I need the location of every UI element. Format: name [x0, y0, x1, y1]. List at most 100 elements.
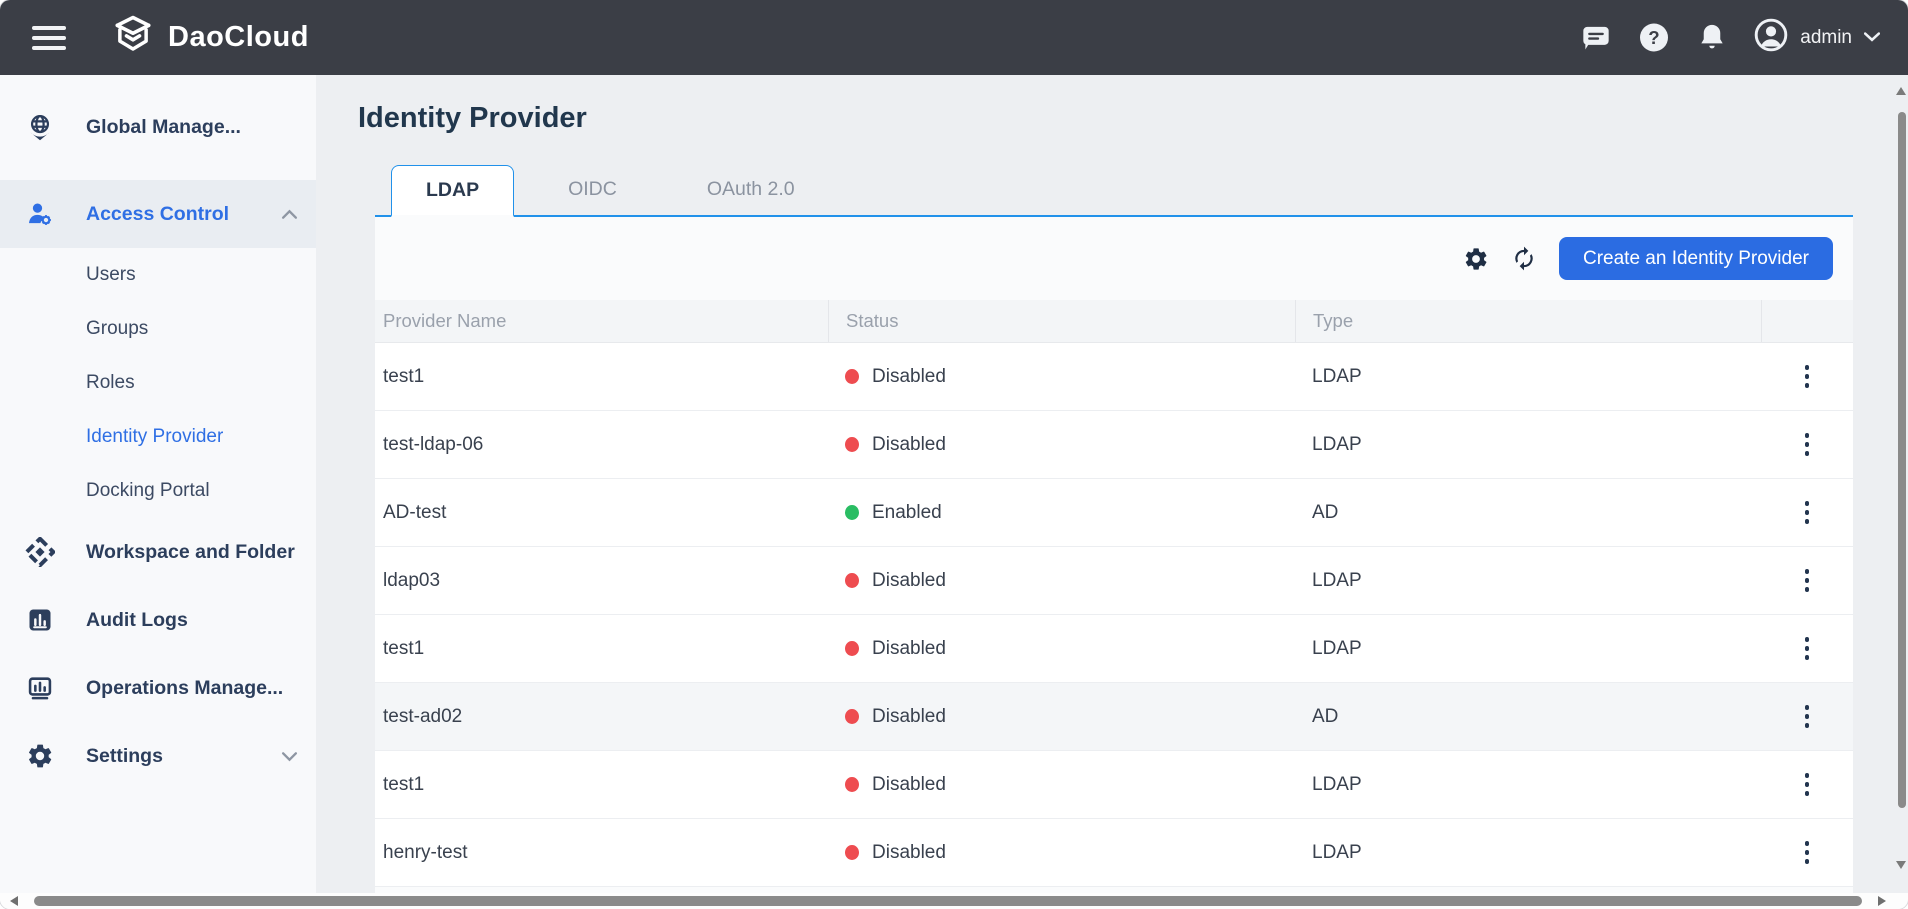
sidebar-item-global-manage[interactable]: Global Manage...	[0, 93, 316, 161]
table-row: test-ad02 Disabled AD	[375, 683, 1853, 751]
provider-name-cell: test-ad02	[383, 705, 463, 727]
column-header-status: Status	[828, 300, 1295, 342]
scroll-left-arrow[interactable]	[10, 896, 18, 906]
sidebar-item-label: Operations Manage...	[86, 676, 284, 699]
sidebar-item-label: Settings	[86, 744, 163, 767]
hamburger-menu-icon[interactable]	[32, 25, 66, 50]
actions-cell	[1761, 819, 1853, 886]
status-label: Disabled	[872, 569, 946, 591]
sidebar-item-label: Global Manage...	[86, 115, 241, 138]
status-cell: Disabled	[828, 819, 1295, 886]
sidebar-item-settings[interactable]: Settings	[0, 722, 316, 790]
chevron-down-icon	[281, 751, 298, 762]
status-dot	[845, 845, 859, 860]
sidebar-item-label: Workspace and Folder	[86, 540, 295, 563]
tab-oidc[interactable]: OIDC	[568, 177, 617, 200]
sidebar-item-label: Access Control	[86, 202, 230, 225]
status-dot	[845, 437, 859, 452]
horizontal-scrollbar[interactable]	[0, 893, 1892, 909]
kebab-menu-button[interactable]	[1795, 765, 1820, 804]
sidebar-item-roles[interactable]: Roles	[0, 356, 316, 410]
username: admin	[1800, 26, 1852, 48]
settings-icon	[24, 740, 56, 772]
page-title: Identity Provider	[358, 102, 587, 134]
actions-cell	[1761, 343, 1853, 410]
scroll-down-arrow[interactable]	[1896, 861, 1906, 869]
actions-cell	[1761, 479, 1853, 546]
kebab-menu-button[interactable]	[1795, 833, 1820, 872]
type-cell: LDAP	[1312, 365, 1362, 387]
actions-cell	[1761, 683, 1853, 750]
sidebar-item-label: Identity Provider	[86, 426, 224, 447]
tab-ldap[interactable]: LDAP	[391, 165, 515, 217]
create-identity-provider-button[interactable]: Create an Identity Provider	[1558, 237, 1833, 280]
status-cell: Enabled	[828, 479, 1295, 546]
sidebar-item-identity-provider[interactable]: Identity Provider	[0, 410, 316, 464]
sidebar-item-audit-logs[interactable]: Audit Logs	[0, 586, 316, 654]
column-header-type: Type	[1295, 300, 1761, 342]
globe-icon	[24, 111, 56, 143]
kebab-menu-button[interactable]	[1795, 493, 1820, 532]
providers-table: Provider Name Status Type test1 Disabled LDA…	[375, 300, 1853, 909]
provider-name-cell: test1	[383, 365, 425, 387]
user-menu[interactable]: admin	[1754, 18, 1881, 57]
table-header: Provider Name Status Type	[375, 300, 1853, 343]
sidebar-item-label: Roles	[86, 372, 135, 393]
sidebar-item-operations-manage[interactable]: Operations Manage...	[0, 654, 316, 722]
sidebar-item-docking-portal[interactable]: Docking Portal	[0, 464, 316, 518]
content-panel: Create an Identity Provider Provider Nam…	[375, 217, 1853, 909]
sidebar-item-label: Groups	[86, 318, 149, 339]
sidebar-item-users[interactable]: Users	[0, 248, 316, 302]
actions-cell	[1761, 615, 1853, 682]
tab-oauth-2-0[interactable]: OAuth 2.0	[706, 177, 795, 200]
bell-icon[interactable]	[1696, 22, 1728, 54]
refresh-icon[interactable]	[1511, 246, 1537, 272]
status-cell: Disabled	[828, 547, 1295, 614]
provider-name-cell: test-ldap-06	[383, 433, 484, 455]
audit-logs-icon	[24, 604, 56, 636]
svg-text:?: ?	[1649, 27, 1660, 48]
horizontal-scrollbar-thumb[interactable]	[34, 896, 1862, 906]
kebab-menu-button[interactable]	[1795, 425, 1820, 464]
type-cell: LDAP	[1312, 433, 1362, 455]
status-dot	[845, 641, 859, 656]
provider-name-cell: test1	[383, 637, 425, 659]
table-row: ldap03 Disabled LDAP	[375, 547, 1853, 615]
kebab-menu-button[interactable]	[1795, 629, 1820, 668]
user-gear-icon	[24, 198, 56, 230]
provider-name-cell: test1	[383, 773, 425, 795]
brand-logo: DaoCloud	[112, 14, 309, 61]
column-header-provider-name: Provider Name	[383, 310, 507, 331]
status-label: Disabled	[872, 705, 946, 727]
type-cell: AD	[1312, 705, 1339, 727]
actions-cell	[1761, 751, 1853, 818]
tab-bar: LDAP OIDC OAuth 2.0	[375, 163, 1853, 217]
workspace-icon	[24, 536, 56, 568]
status-label: Disabled	[872, 637, 946, 659]
vertical-scrollbar-thumb[interactable]	[1898, 112, 1906, 808]
kebab-menu-button[interactable]	[1795, 357, 1820, 396]
top-bar: DaoCloud ? admin	[0, 0, 1908, 75]
type-cell: LDAP	[1312, 773, 1362, 795]
chat-icon[interactable]	[1580, 22, 1612, 54]
kebab-menu-button[interactable]	[1795, 561, 1820, 600]
kebab-menu-button[interactable]	[1795, 697, 1820, 736]
sidebar-item-access-control[interactable]: Access Control	[0, 180, 316, 248]
scroll-right-arrow[interactable]	[1878, 896, 1886, 906]
provider-name-cell: henry-test	[383, 841, 468, 863]
table-row: test1 Disabled LDAP	[375, 343, 1853, 411]
status-label: Enabled	[872, 501, 942, 523]
table-row: AD-test Enabled AD	[375, 479, 1853, 547]
vertical-scrollbar[interactable]	[1894, 75, 1908, 893]
help-icon[interactable]: ?	[1638, 22, 1670, 54]
chevron-up-icon	[281, 209, 298, 220]
settings-icon[interactable]	[1463, 246, 1489, 272]
sidebar-item-workspace-and-folder[interactable]: Workspace and Folder	[0, 518, 316, 586]
table-row: test1 Disabled LDAP	[375, 615, 1853, 683]
scroll-up-arrow[interactable]	[1896, 87, 1906, 95]
status-dot	[845, 505, 859, 520]
sidebar-item-groups[interactable]: Groups	[0, 302, 316, 356]
actions-cell	[1761, 411, 1853, 478]
caret-down-icon	[1863, 29, 1881, 47]
